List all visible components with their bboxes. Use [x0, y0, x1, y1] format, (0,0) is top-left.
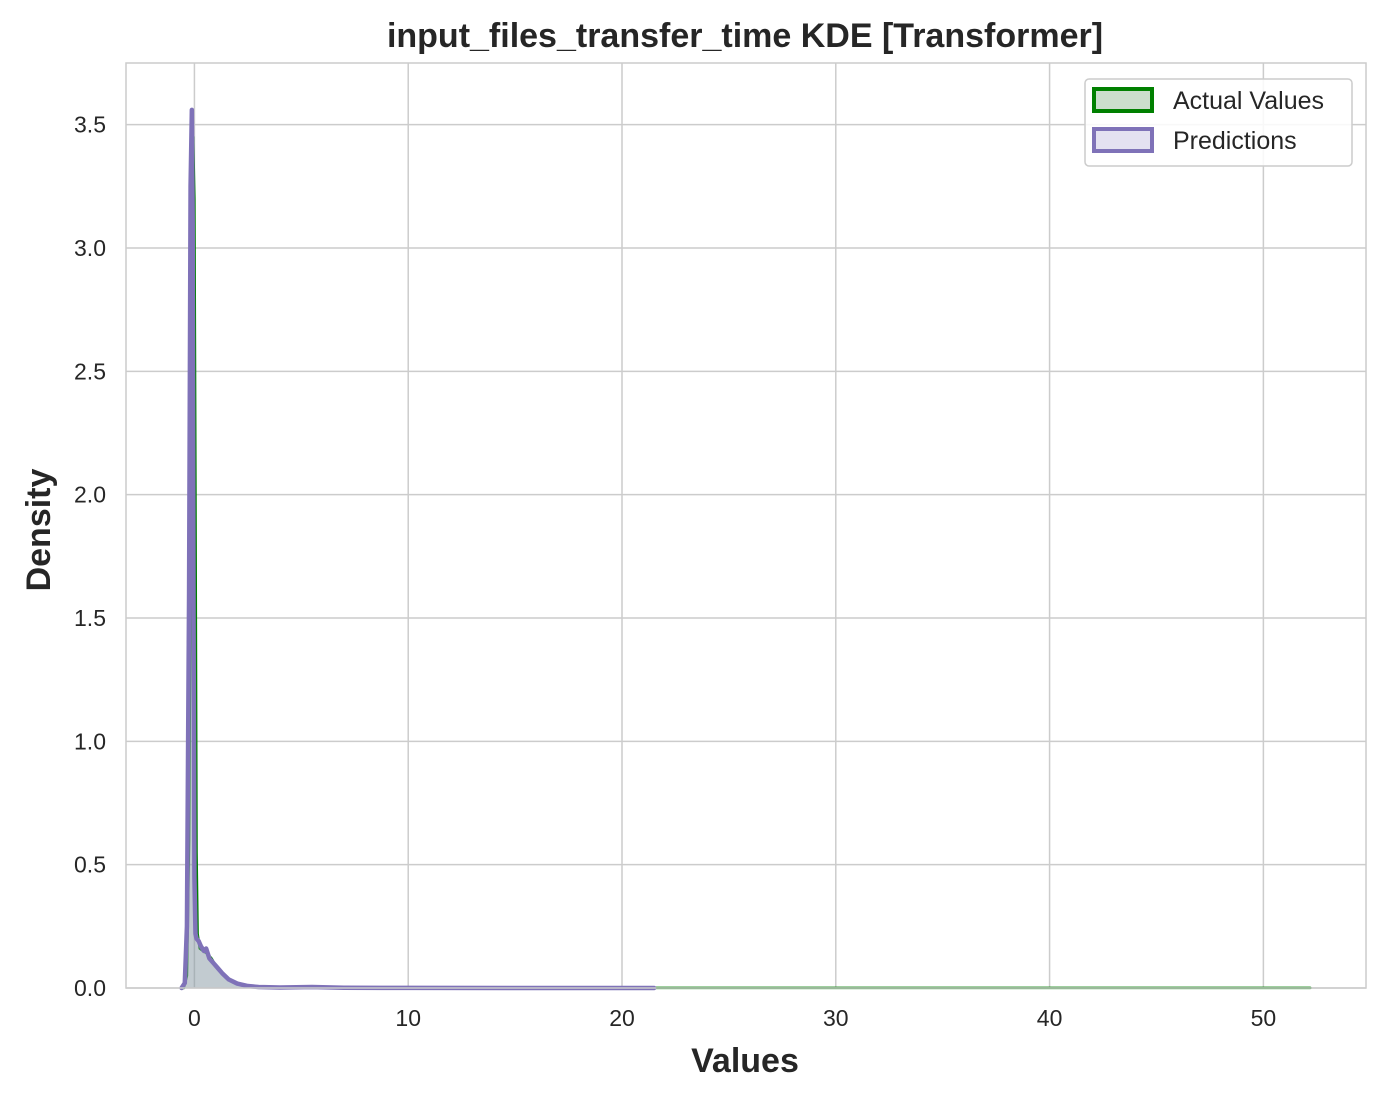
x-tick-label: 40 [1037, 1005, 1063, 1031]
x-tick-labels: 0 10 20 30 40 50 [188, 1005, 1276, 1031]
x-tick-label: 50 [1251, 1005, 1277, 1031]
legend-swatch-predictions [1092, 127, 1154, 153]
legend-label-actual-values: Actual Values [1173, 87, 1324, 115]
legend-entry-actual: Actual Values [1092, 87, 1324, 115]
y-tick-label: 0.5 [74, 852, 106, 878]
legend-label-predictions: Predictions [1173, 127, 1297, 155]
x-tick-label: 0 [188, 1005, 201, 1031]
y-tick-label: 0.0 [74, 975, 106, 1001]
y-tick-label: 3.5 [74, 112, 106, 138]
y-tick-label: 1.5 [74, 605, 106, 631]
plot-frame [125, 62, 1367, 989]
legend-entry-predictions: Predictions [1092, 127, 1297, 155]
chart-title: input_files_transfer_time KDE [Transform… [387, 17, 1103, 55]
y-tick-labels: 0.0 0.5 1.0 1.5 2.0 2.5 3.0 3.5 [74, 112, 106, 1001]
x-tick-label: 10 [395, 1005, 421, 1031]
y-tick-label: 2.5 [74, 358, 106, 384]
y-tick-label: 1.0 [74, 728, 106, 754]
x-tick-label: 30 [823, 1005, 849, 1031]
x-axis-label: Values [691, 1042, 799, 1080]
grid-lines [126, 63, 1366, 989]
legend: Actual Values Predictions [1084, 78, 1353, 167]
legend-swatch-actual-values [1092, 87, 1154, 113]
y-tick-label: 3.0 [74, 235, 106, 261]
y-axis-label: Density [20, 469, 58, 592]
y-tick-label: 2.0 [74, 482, 106, 508]
x-tick-label: 20 [609, 1005, 635, 1031]
